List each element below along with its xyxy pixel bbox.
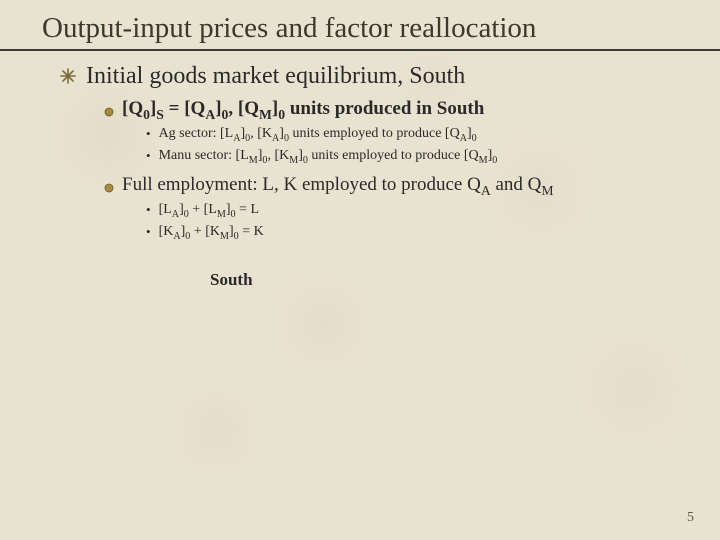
- small-bullet-icon: •: [146, 224, 151, 241]
- dot-bullet-icon: [104, 104, 114, 114]
- dot-bullet-icon: [104, 180, 114, 190]
- level3-text: Manu sector: [LM]0, [KM]0 units employed…: [159, 147, 498, 166]
- level2-text: [Q0]S = [QA]0, [QM]0 units produced in S…: [122, 97, 484, 122]
- level3-text: [KA]0 + [KM]0 = K: [159, 223, 264, 242]
- level1-item: Initial goods market equilibrium, South: [0, 61, 720, 91]
- small-bullet-icon: •: [146, 202, 151, 219]
- level3-item: • [LA]0 + [LM]0 = L: [0, 201, 720, 220]
- level3-item: • Ag sector: [LA]0, [KA]0 units employed…: [0, 125, 720, 144]
- page-number: 5: [687, 510, 694, 526]
- level3-item: • [KA]0 + [KM]0 = K: [0, 223, 720, 242]
- level3-text: [LA]0 + [LM]0 = L: [159, 201, 259, 220]
- slide-title: Output-input prices and factor reallocat…: [0, 12, 720, 51]
- cross-bullet-icon: [60, 68, 76, 84]
- slide-container: Output-input prices and factor reallocat…: [0, 0, 720, 540]
- level2-text: Full employment: L, K employed to produc…: [122, 173, 554, 198]
- level2-item: Full employment: L, K employed to produc…: [0, 173, 720, 198]
- small-bullet-icon: •: [146, 126, 151, 143]
- level1-text: Initial goods market equilibrium, South: [86, 61, 465, 91]
- level3-text: Ag sector: [LA]0, [KA]0 units employed t…: [159, 125, 477, 144]
- level3-item: • Manu sector: [LM]0, [KM]0 units employ…: [0, 147, 720, 166]
- south-label: South: [0, 270, 720, 290]
- small-bullet-icon: •: [146, 148, 151, 165]
- level2-item: [Q0]S = [QA]0, [QM]0 units produced in S…: [0, 97, 720, 122]
